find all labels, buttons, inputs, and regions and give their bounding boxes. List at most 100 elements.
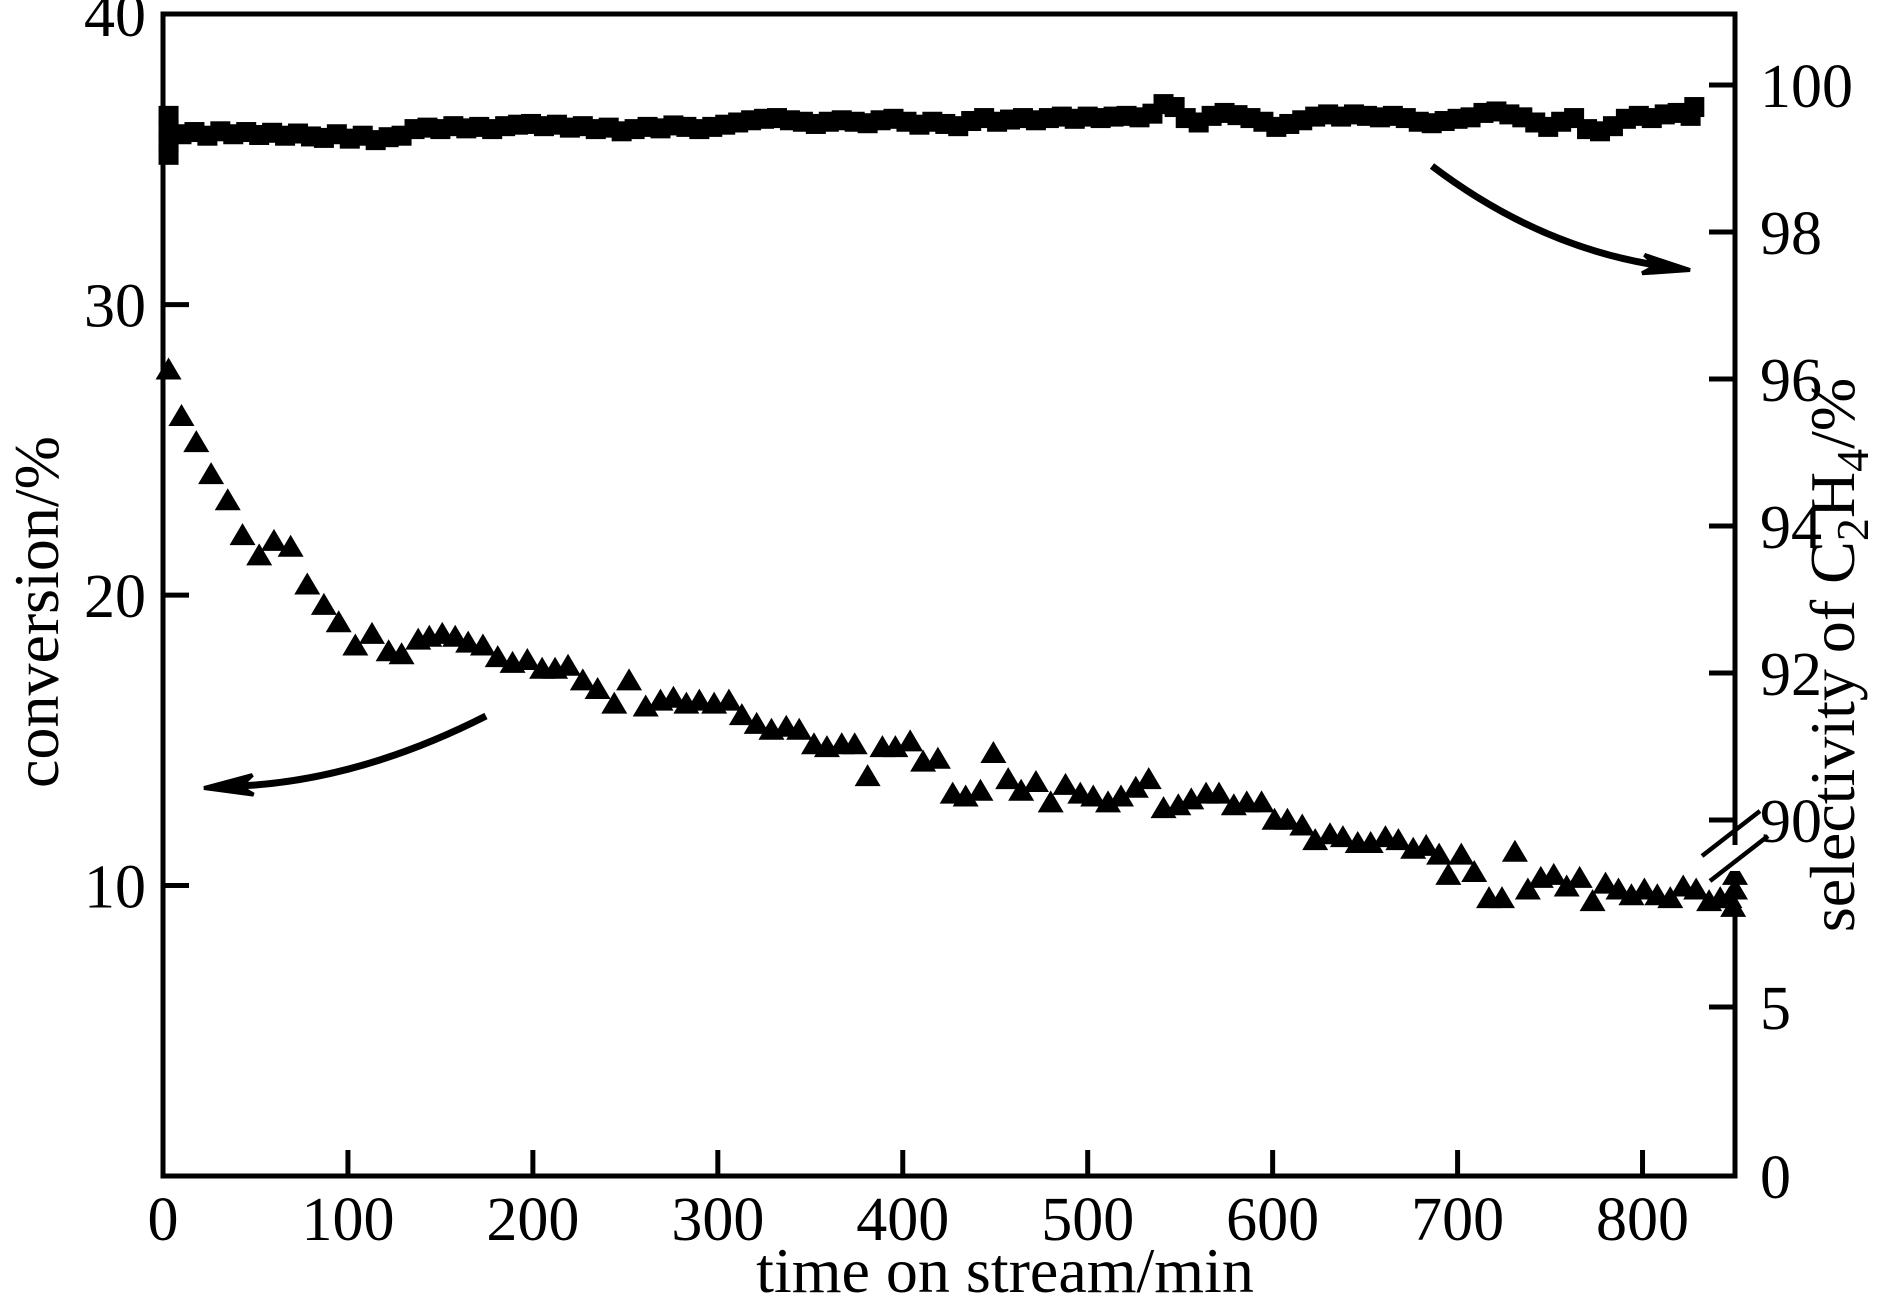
tick-label: 300 [671, 1186, 764, 1254]
tick-label: 5 [1760, 975, 1791, 1043]
tick-label: 0 [148, 1186, 179, 1254]
data-point-triangle [980, 740, 1007, 763]
data-point-triangle [786, 717, 813, 740]
data-point-triangle [1080, 784, 1107, 807]
data-point-triangle [1178, 787, 1205, 810]
tick-label: 10 [84, 854, 146, 922]
data-point-triangle [882, 735, 909, 758]
plot-frame [160, 11, 1738, 1179]
tick-label: 100 [301, 1186, 394, 1254]
y-axis-left-title: conversion/% [1, 436, 72, 788]
data-point-triangle [1022, 769, 1049, 792]
data-point-triangle [995, 767, 1022, 790]
data-point-triangle [1514, 877, 1541, 900]
data-point-triangle [569, 668, 596, 691]
data-point-triangle [168, 404, 195, 427]
data-point-triangle [1107, 784, 1134, 807]
tick-label: 98 [1760, 200, 1822, 268]
data-point-triangle [897, 729, 924, 752]
data-point-triangle [277, 534, 304, 557]
data-point-triangle [1274, 807, 1301, 830]
data-point-triangle [183, 430, 210, 453]
tick-label: 94 [1760, 494, 1822, 562]
data-point-triangle [1592, 871, 1619, 894]
data-point-triangle [214, 488, 241, 511]
data-point-triangle [841, 732, 868, 755]
tick-label: 96 [1760, 347, 1822, 415]
data-point-triangle [1052, 772, 1079, 795]
data-point-triangle [1329, 825, 1356, 848]
tick-label: 30 [84, 273, 146, 341]
data-point-triangle [967, 778, 994, 801]
data-point-triangle [1448, 842, 1475, 865]
tick-label: 0 [1760, 1144, 1791, 1212]
data-point-triangle [342, 633, 369, 656]
data-point-triangle [155, 357, 182, 380]
data-point-triangle [616, 668, 643, 691]
data-point-triangle [1008, 778, 1035, 801]
data-point-triangle [358, 621, 385, 644]
right-axis-break-icon [1700, 809, 1770, 883]
data-point-triangle [584, 677, 611, 700]
data-point-triangle [1289, 813, 1316, 836]
data-point-triangle [715, 688, 742, 711]
data-point-triangle [1657, 886, 1684, 909]
tick-label: 20 [84, 563, 146, 631]
data-point-triangle [1357, 830, 1384, 853]
data-point-triangle [1540, 862, 1567, 885]
data-point-triangle [1135, 767, 1162, 790]
data-point-triangle [198, 462, 225, 485]
data-point-triangle [1618, 883, 1645, 906]
data-point-triangle [1302, 828, 1329, 851]
data-point-triangle [1122, 775, 1149, 798]
tick-label: 500 [1041, 1186, 1134, 1254]
data-point-triangle [1579, 889, 1606, 912]
series-conversion-triangles [155, 357, 1748, 917]
y-axis-right-title: selectivity of C2H4/% [1797, 378, 1878, 932]
data-point-triangle [246, 543, 273, 566]
data-point-triangle [260, 528, 287, 551]
data-point-triangle [1553, 874, 1580, 897]
data-point-triangle [1501, 839, 1528, 862]
data-point-triangle [952, 784, 979, 807]
data-point-triangle [660, 685, 687, 708]
data-point-triangle [1095, 790, 1122, 813]
tick-label: 40 [84, 0, 146, 50]
arrow-to-left-axis-icon [203, 712, 488, 797]
data-point-triangle [1631, 877, 1658, 900]
data-point-triangle [1165, 793, 1192, 816]
tick-label: 90 [1760, 788, 1822, 856]
data-point-triangle [442, 624, 469, 647]
data-point-triangle [854, 764, 881, 787]
tick-label: 800 [1596, 1186, 1689, 1254]
data-point-triangle [1461, 860, 1488, 883]
data-point-square [1684, 97, 1705, 118]
data-point-triangle [555, 653, 582, 676]
tick-label: 400 [856, 1186, 949, 1254]
data-point-triangle [1435, 862, 1462, 885]
data-point-triangle [514, 647, 541, 670]
data-point-triangle [632, 694, 659, 717]
data-point-triangle [1248, 790, 1275, 813]
data-point-triangle [1605, 877, 1632, 900]
data-point-triangle [1566, 865, 1593, 888]
data-point-triangle [1488, 886, 1515, 909]
tick-label: 100 [1760, 53, 1853, 121]
axis-ticks [163, 82, 1735, 1176]
data-point-triangle [743, 711, 770, 734]
tick-labels: 0 100 200 300 400 500 600 700 800 10 20 30 40 100 98 96… [84, 0, 1853, 1254]
series-selectivity-squares [158, 94, 1705, 165]
data-point-triangle [1683, 877, 1710, 900]
data-point-triangle [325, 610, 352, 633]
data-point-triangle [469, 633, 496, 656]
data-point-triangle [601, 691, 628, 714]
data-point-triangle [455, 630, 482, 653]
data-point-triangle [686, 688, 713, 711]
tick-label: 92 [1760, 641, 1822, 709]
data-point-triangle [1037, 790, 1064, 813]
data-point-triangle [294, 572, 321, 595]
data-point-triangle [229, 523, 256, 546]
data-point-triangle [1385, 828, 1412, 851]
